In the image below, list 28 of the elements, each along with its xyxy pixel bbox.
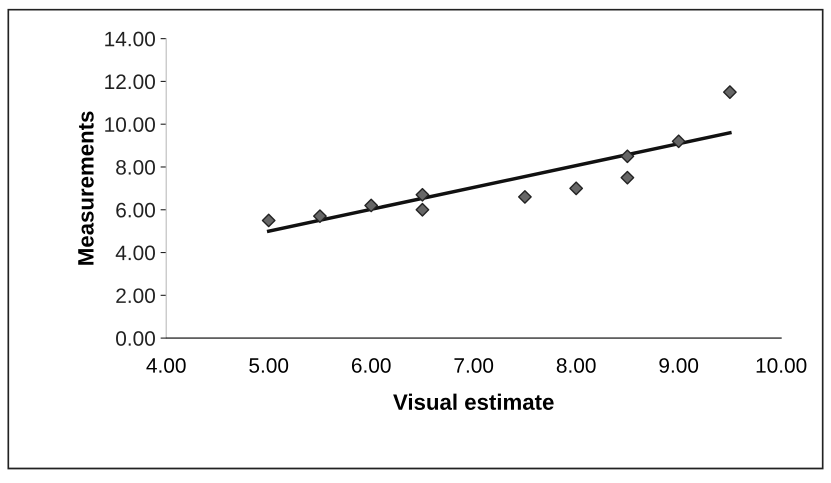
y-tick-label: 4.00 <box>116 246 155 260</box>
point <box>313 209 327 224</box>
y-tick-label: 10.00 <box>105 117 155 132</box>
y-tick-label: 2.00 <box>116 288 155 304</box>
point <box>416 202 430 217</box>
point <box>416 188 430 202</box>
y-tick-label: 0.00 <box>116 331 155 346</box>
x-tick-label: 5.00 <box>249 358 288 373</box>
x-tick-label: 4.00 <box>146 358 186 373</box>
point <box>518 190 532 204</box>
y-tick-label: 14.00 <box>105 32 155 46</box>
y-axis-title: Measurements <box>78 111 94 265</box>
point <box>262 214 276 228</box>
x-tick-label: 6.00 <box>352 358 391 373</box>
y-tick-label: 6.00 <box>116 202 155 218</box>
point <box>620 149 634 164</box>
x-axis-title: Visual estimate <box>393 394 554 410</box>
y-tick-label: 12.00 <box>105 74 155 90</box>
point <box>569 181 584 196</box>
point <box>620 170 634 185</box>
y-tick-label: 8.00 <box>116 160 155 175</box>
x-tick-label: 8.00 <box>556 358 596 373</box>
x-tick-label: 9.00 <box>659 358 698 373</box>
point <box>722 85 737 100</box>
point <box>364 198 378 212</box>
point <box>672 134 686 148</box>
x-tick-label: 7.00 <box>454 358 494 373</box>
x-tick-label: 10.00 <box>756 358 806 373</box>
